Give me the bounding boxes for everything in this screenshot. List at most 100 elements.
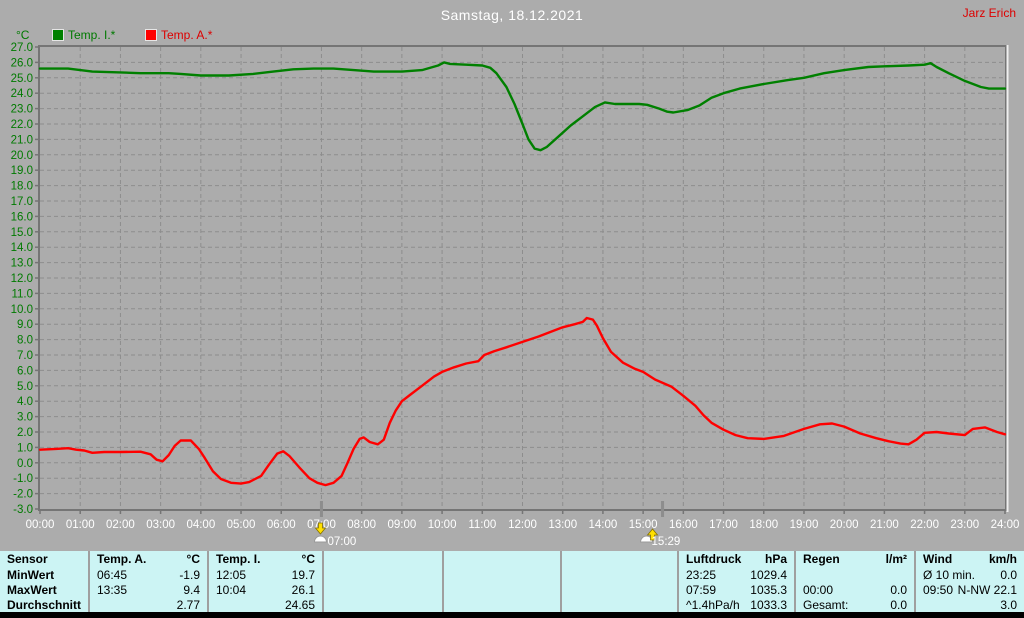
table-row: [324, 582, 442, 597]
table-cell-time: Gesamt:: [803, 597, 849, 612]
y-tick-label: 14.0: [11, 242, 33, 254]
user-name: Jarz Erich: [962, 6, 1016, 20]
y-tick-label: 23.0: [11, 104, 33, 116]
sensor-unit: °C: [301, 552, 315, 566]
table-cell-value: 26.1: [291, 582, 315, 597]
stats-table: Sensor MinWert MaxWert Durchschnitt Temp. A.…: [0, 551, 1024, 612]
table-row: [796, 567, 914, 582]
table-column-header: Regen l/m²: [796, 551, 914, 567]
table-sensor-column: [560, 551, 677, 612]
table-row: [444, 582, 560, 597]
table-sensor-column: [442, 551, 560, 612]
table-row: [562, 567, 677, 582]
y-tick-label: 7.0: [17, 350, 33, 362]
table-cell-time: Ø 10 min.: [923, 567, 976, 582]
temp-i-legend-label: Temp. I.*: [68, 28, 116, 42]
table-row: 12:05 19.7: [209, 567, 322, 582]
sensor-unit: °C: [186, 552, 200, 566]
x-tick-label: 10:00: [428, 519, 457, 531]
y-tick-label: 16.0: [11, 211, 33, 223]
x-tick-label: 20:00: [830, 519, 859, 531]
sunrise-icon: [313, 535, 327, 543]
table-row: ^1.4hPa/h 1033.3: [679, 597, 794, 612]
x-tick-label: 09:00: [387, 519, 416, 531]
table-cell-value: 0.0: [1000, 567, 1017, 582]
bottom-bar: [0, 612, 1024, 618]
table-row: 10:04 26.1: [209, 582, 322, 597]
x-tick-label: 22:00: [910, 519, 939, 531]
x-tick-label: 13:00: [548, 519, 577, 531]
x-tick-label: 01:00: [66, 519, 95, 531]
table-row: 00:00 0.0: [796, 582, 914, 597]
table-row: 24.65: [209, 597, 322, 612]
y-tick-label: 13.0: [11, 258, 33, 270]
table-cell-time: 13:35: [97, 582, 128, 597]
x-tick-label: 18:00: [749, 519, 778, 531]
x-tick-label: 04:00: [186, 519, 215, 531]
y-tick-label: -3.0: [13, 504, 33, 516]
y-tick-label: 20.0: [11, 150, 33, 162]
x-tick-label: 23:00: [950, 519, 979, 531]
x-tick-label: 14:00: [589, 519, 618, 531]
table-row-label: Sensor: [7, 552, 48, 566]
x-tick-label: 02:00: [106, 519, 135, 531]
y-tick-label: 4.0: [17, 396, 33, 408]
y-tick-label: 22.0: [11, 119, 33, 131]
y-tick-label: 8.0: [17, 335, 33, 347]
temp-i-legend-swatch: [52, 29, 64, 41]
table-cell-value: 2.77: [176, 597, 200, 612]
series-line-tempa: [38, 316, 1007, 487]
y-tick-label: 17.0: [11, 196, 33, 208]
table-row: 06:45 -1.9: [90, 567, 207, 582]
table-sensor-column: [322, 551, 442, 612]
table-cell-value: -1.9: [179, 567, 200, 582]
sensor-name: Regen: [803, 552, 840, 566]
table-row-label-column: Sensor MinWert MaxWert Durchschnitt: [0, 551, 88, 612]
sensor-name: Temp. A.: [97, 552, 147, 566]
table-sensor-column: Temp. A. °C 06:45 -1.9 13:35 9.4 2.77: [88, 551, 207, 612]
table-column-header: Wind km/h: [916, 551, 1024, 567]
table-cell-value: 19.7: [291, 567, 315, 582]
x-tick-label: 12:00: [508, 519, 537, 531]
table-column-header: [562, 551, 677, 567]
y-axis-unit-label: °C: [16, 28, 30, 42]
table-cell-value: 0.0: [890, 582, 907, 597]
table-row: 2.77: [90, 597, 207, 612]
table-row-label: MaxWert: [7, 582, 57, 597]
temp-a-legend-swatch: [145, 29, 157, 41]
table-cell-value: 1029.4: [750, 567, 787, 582]
table-cell-value: 24.65: [284, 597, 315, 612]
y-tick-label: -2.0: [13, 489, 33, 501]
y-tick-label: 21.0: [11, 134, 33, 146]
table-row: Ø 10 min. 0.0: [916, 567, 1024, 582]
table-cell-time: 06:45: [97, 567, 128, 582]
chart-legend: Temp. I.* Temp. A.*: [0, 28, 1024, 44]
x-tick-label: 21:00: [870, 519, 899, 531]
sunrise-time-label: 07:00: [327, 536, 356, 548]
table-sensor-column: Temp. I. °C 12:05 19.7 10:04 26.1 24.65: [207, 551, 322, 612]
sensor-name: Temp. I.: [216, 552, 261, 566]
table-row: 23:25 1029.4: [679, 567, 794, 582]
sunset-icon: [640, 535, 654, 543]
table-row: 3.0: [916, 597, 1024, 612]
x-tick-label: 06:00: [267, 519, 296, 531]
y-tick-label: 5.0: [17, 381, 33, 393]
y-tick-label: -1.0: [13, 473, 33, 485]
table-row: [562, 597, 677, 612]
table-cell-value: 1033.3: [750, 597, 787, 612]
sensor-unit: l/m²: [885, 552, 907, 566]
table-row: 09:50 N-NW 22.1: [916, 582, 1024, 597]
y-tick-label: 2.0: [17, 427, 33, 439]
y-tick-label: 11.0: [11, 288, 33, 300]
y-tick-label: 24.0: [11, 88, 33, 100]
table-cell-time: 09:50: [923, 582, 954, 597]
y-tick-label: 9.0: [17, 319, 33, 331]
table-cell-time: 07:59: [686, 582, 717, 597]
x-tick-label: 11:00: [468, 519, 496, 531]
table-row: [444, 597, 560, 612]
y-tick-label: 19.0: [11, 165, 33, 177]
x-tick-label: 00:00: [26, 519, 55, 531]
x-tick-label: 16:00: [669, 519, 698, 531]
y-tick-label: 26.0: [11, 57, 33, 69]
y-tick-label: 3.0: [17, 412, 33, 424]
